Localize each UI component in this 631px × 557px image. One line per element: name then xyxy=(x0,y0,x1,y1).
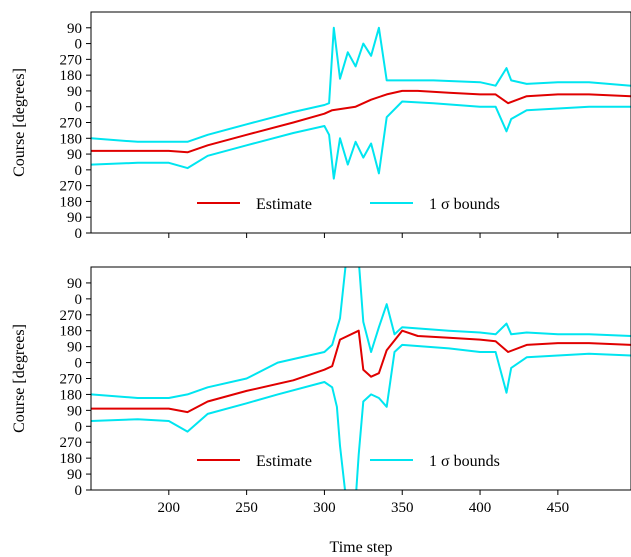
top-lower-bound-line xyxy=(91,100,631,180)
bottom-y-tick-label: 0 xyxy=(75,419,83,435)
top-y-tick-label: 180 xyxy=(60,68,83,84)
top-y-tick-label: 90 xyxy=(67,210,82,226)
bottom-legend-estimate-label: Estimate xyxy=(256,453,312,470)
bottom-y-tick-label: 0 xyxy=(75,483,83,499)
bottom-y-axis-label: Course [degrees] xyxy=(11,324,28,433)
bottom-y-tick-label: 180 xyxy=(60,324,83,340)
bottom-y-tick-label: 0 xyxy=(75,292,83,308)
bottom-y-tick-label: 270 xyxy=(60,308,83,324)
top-upper-bound-line xyxy=(91,26,631,143)
bottom-y-tick-label: 90 xyxy=(67,467,82,483)
bottom-x-tick-label: 450 xyxy=(547,500,570,516)
bottom-estimate-line xyxy=(91,329,631,414)
bottom-legend: Estimate 1 σ bounds xyxy=(197,453,500,470)
bottom-y-tick-label: 270 xyxy=(60,435,83,451)
top-estimate-line xyxy=(91,89,631,154)
bottom-upper-bound-line xyxy=(91,267,631,399)
bottom-y-tick-label: 180 xyxy=(60,387,83,403)
bottom-x-tick-label: 300 xyxy=(313,500,336,516)
top-legend: Estimate 1 σ bounds xyxy=(197,196,500,213)
top-y-tick-label: 270 xyxy=(60,116,83,132)
top-y-tick-label: 180 xyxy=(60,131,83,147)
bottom-lower-bound-line xyxy=(91,343,631,490)
bottom-y-tick-label: 90 xyxy=(67,276,82,292)
bottom-x-axis-label: Time step xyxy=(330,539,393,556)
top-y-tick-label: 0 xyxy=(75,37,83,53)
top-y-tick-label: 90 xyxy=(67,84,82,100)
top-plot-frame xyxy=(90,11,631,234)
top-y-axis-label: Course [degrees] xyxy=(11,68,28,177)
bottom-y-tick-label: 270 xyxy=(60,372,83,388)
bottom-x-tick-label: 250 xyxy=(235,500,258,516)
bottom-y-tick-label: 90 xyxy=(67,340,82,356)
bottom-series-group xyxy=(91,267,631,490)
bottom-legend-bounds-label: 1 σ bounds xyxy=(429,453,500,470)
bottom-x-tick-label: 200 xyxy=(158,500,181,516)
top-y-tick-label: 0 xyxy=(75,100,83,116)
top-y-tick-label: 90 xyxy=(67,21,82,37)
top-y-tick-label: 90 xyxy=(67,147,82,163)
bottom-y-tick-label: 180 xyxy=(60,451,83,467)
top-y-tick-label: 270 xyxy=(60,179,83,195)
bottom-x-tick-label: 400 xyxy=(469,500,492,516)
bottom-y-tick-label: 0 xyxy=(75,356,83,372)
top-y-tick-label: 270 xyxy=(60,52,83,68)
bottom-x-tick-label: 350 xyxy=(391,500,414,516)
top-y-tick-label: 180 xyxy=(60,194,83,210)
bottom-y-tick-label: 90 xyxy=(67,403,82,419)
top-y-tick-label: 0 xyxy=(75,163,83,179)
top-legend-bounds-label: 1 σ bounds xyxy=(429,196,500,213)
top-series-group xyxy=(91,26,631,180)
top-legend-estimate-label: Estimate xyxy=(256,196,312,213)
top-y-tick-label: 0 xyxy=(75,226,83,242)
